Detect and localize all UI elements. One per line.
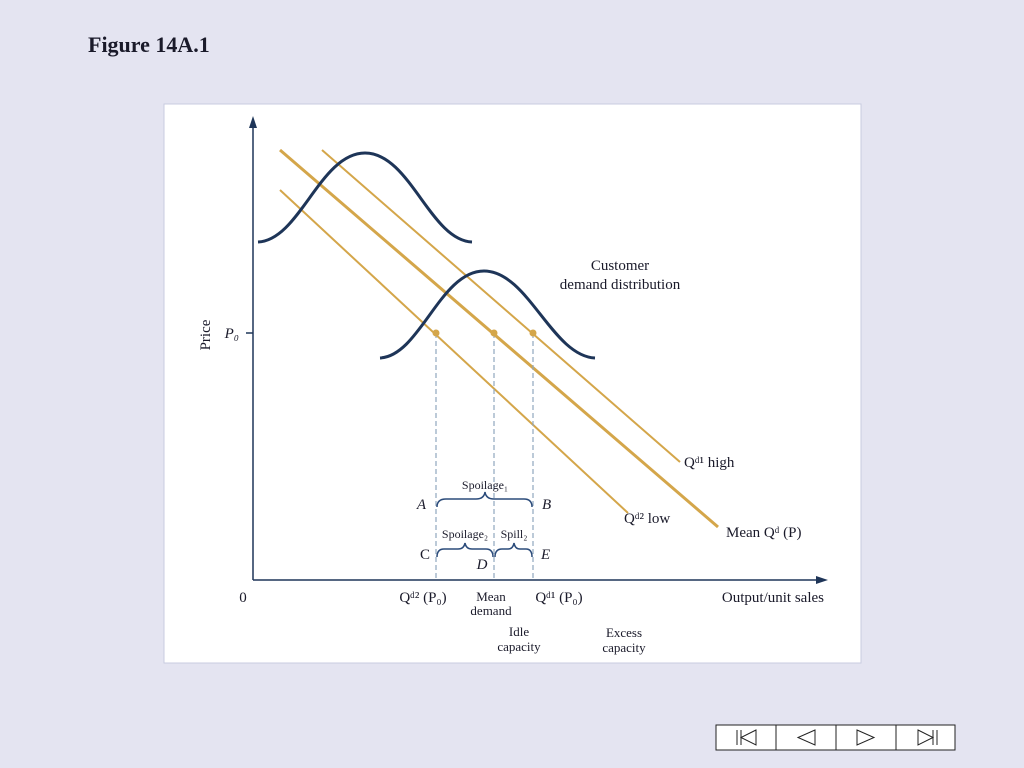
intersection-point [432,329,440,337]
capacity-label: Excess [606,625,642,640]
upper-distribution [257,151,473,244]
capacity-label: capacity [497,639,541,654]
brace [436,542,494,558]
point-label: A [416,497,427,513]
price-level-label: P₀ [224,326,239,342]
x-mark-label: demand [470,603,512,618]
point-label: C [420,547,430,563]
demand-low-line [279,189,629,514]
curve-label-mean: Mean Qᵈ (P) [726,525,801,541]
x-mark-label: Qᵈ¹ (P₀) [535,590,582,606]
demand-high-line [321,149,681,463]
brace [494,542,533,558]
y-axis-label: Price [198,319,214,350]
axes [246,116,828,584]
previous-slide-button[interactable] [775,724,837,751]
curve-label-low: Qᵈ² low [624,511,670,527]
point-label: D [476,557,488,573]
point-label: E [540,547,550,563]
intersection-point [490,329,498,337]
point-label: B [542,497,551,513]
origin-label: 0 [239,590,247,606]
demand-mean-line [279,148,719,529]
brace-label: Spoilage₂ [442,527,488,541]
brace-label: Spoilage₁ [462,478,508,492]
x-axis-label: Output/unit sales [722,590,824,606]
lower-distribution [379,269,596,360]
distribution-label: Customer [591,258,649,274]
x-mark-label: Qᵈ² (P₀) [399,590,446,606]
first-slide-button[interactable] [715,724,777,751]
next-slide-button[interactable] [835,724,897,751]
capacity-label: capacity [602,640,646,655]
slide-title: Figure 14A.1 [88,32,210,57]
intersection-point [529,329,537,337]
navigation-bar [715,724,956,751]
brace [436,491,533,508]
figure-panel [163,103,862,664]
brace-label: Spill₂ [501,527,528,541]
curve-label-high: Qᵈ¹ high [684,455,735,471]
capacity-label: Idle [509,624,529,639]
x-mark-label: Mean [476,589,506,604]
distribution-label: demand distribution [560,277,681,293]
last-slide-button[interactable] [895,724,956,751]
